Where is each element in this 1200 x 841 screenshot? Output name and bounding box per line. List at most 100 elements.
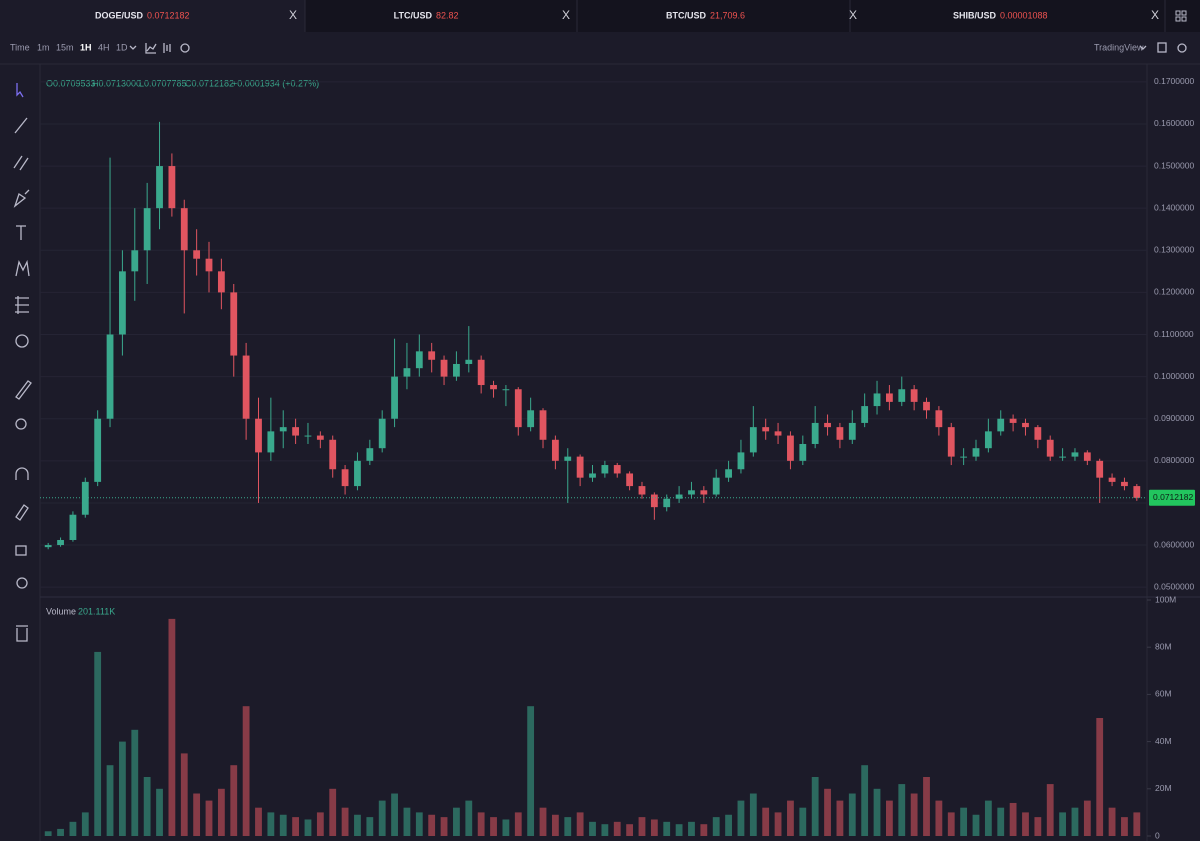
candle-body (168, 166, 176, 209)
tab-close[interactable]: X (289, 8, 297, 22)
volume-bar (650, 819, 658, 836)
candle-body (391, 376, 398, 419)
trendline-tool[interactable] (14, 117, 28, 134)
legend-close: C0.0712182 (185, 78, 234, 88)
indicator-icon[interactable] (145, 43, 157, 54)
volume-bar (180, 753, 188, 836)
volume-bar (57, 828, 64, 836)
interval-button[interactable]: 4H (98, 42, 110, 52)
emoji-tool[interactable] (15, 334, 29, 348)
magnet-tool[interactable] (15, 467, 29, 480)
tab-price: 82.82 (436, 10, 459, 20)
pitchfork-tool[interactable] (13, 155, 29, 171)
lock-tool[interactable] (15, 545, 27, 556)
volume-bar (712, 817, 720, 836)
legend-low: L0.0707785 (139, 78, 187, 88)
candle-body (737, 452, 745, 470)
ruler-tool[interactable] (15, 380, 32, 400)
candle-body (725, 469, 732, 478)
forecast-tool[interactable] (15, 296, 29, 314)
candle-body (316, 435, 324, 440)
volume-bar (341, 807, 349, 836)
volume-bar (1096, 718, 1104, 836)
volume-bar (514, 812, 522, 836)
lock-draw-tool[interactable] (15, 504, 29, 521)
volume-bar (217, 788, 225, 836)
legend-change: +0.0001934 (+0.27%) (232, 78, 319, 88)
candle-body (502, 389, 510, 391)
volume-bar (576, 812, 584, 836)
tab-close[interactable]: X (1151, 8, 1159, 22)
volume-tick-label: 20M (1155, 783, 1172, 793)
candle-body (885, 393, 893, 402)
candle-body (415, 351, 423, 369)
candle-body (551, 439, 559, 461)
settings-icon[interactable] (180, 43, 190, 53)
candle-body (873, 393, 881, 407)
tab-symbol[interactable]: BTC/USD (666, 10, 706, 20)
tab-symbol[interactable]: LTC/USD (394, 10, 433, 20)
y-tick-label: 0.1200000 (1154, 287, 1194, 297)
candle-body (688, 490, 695, 495)
volume-bar (193, 793, 201, 836)
volume-bar (1022, 812, 1029, 836)
interval-button[interactable]: 1m (37, 42, 50, 52)
interval-button[interactable]: 15m (56, 42, 74, 52)
trash-tool[interactable] (16, 625, 28, 642)
y-tick-label: 0.0600000 (1154, 539, 1194, 549)
volume-tick-label: 100M (1155, 594, 1176, 604)
legend-high: H0.0713000 (92, 78, 141, 88)
candle-body (848, 422, 856, 440)
volume-bar (453, 807, 460, 836)
volume-bar (1046, 784, 1054, 836)
y-tick-label: 0.1000000 (1154, 371, 1194, 381)
interval-button[interactable]: 1H (80, 42, 92, 52)
dropdown-caret[interactable] (129, 45, 137, 50)
visibility-tool[interactable] (16, 577, 28, 589)
volume-bar (762, 807, 770, 836)
tab-close[interactable]: X (562, 8, 570, 22)
volume-tick-label: 60M (1155, 689, 1172, 699)
brand-link[interactable]: TradingView (1094, 42, 1144, 52)
candle-body (799, 443, 807, 461)
volume-bar (156, 788, 163, 836)
active-tab[interactable] (0, 0, 305, 32)
volume-bar (960, 807, 968, 836)
zoom-tool[interactable] (15, 418, 27, 430)
volume-bar (143, 777, 151, 836)
candle-body (267, 431, 275, 453)
candle-body (465, 359, 473, 364)
candle-body (836, 427, 844, 440)
candle-body (601, 465, 609, 474)
ohlc-legend: O0.0709533 H0.0713000 L0.0707785 C0.0712… (46, 78, 319, 616)
volume-bar (131, 729, 139, 836)
dropdown-caret[interactable] (1139, 45, 1147, 50)
pattern-tool[interactable] (15, 259, 30, 277)
tab-symbol[interactable]: SHIB/USD (953, 10, 997, 20)
y-tick-label: 0.1400000 (1154, 202, 1194, 212)
volume-bar (255, 807, 262, 836)
chart-type-icon[interactable] (163, 43, 171, 53)
layout-icon[interactable] (1175, 10, 1187, 22)
candle-body (626, 473, 634, 487)
cursor-tool[interactable] (16, 83, 24, 98)
interval-button[interactable]: Time (10, 42, 30, 52)
volume-bar (1034, 817, 1042, 836)
snapshot-icon[interactable] (1157, 42, 1167, 53)
volume-bar (601, 824, 609, 836)
volume-bar (403, 807, 411, 836)
brush-tool[interactable] (13, 189, 30, 208)
legend-open: O0.0709533 (46, 78, 96, 88)
volume-bar (972, 814, 980, 836)
text-tool[interactable] (16, 225, 26, 240)
tab-symbol[interactable]: DOGE/USD (95, 10, 144, 20)
tab-close[interactable]: X (849, 8, 857, 22)
settings-icon[interactable] (1177, 43, 1187, 53)
interval-button[interactable]: 1D (116, 42, 128, 52)
candle-body (341, 469, 349, 487)
candle-body (997, 418, 1005, 432)
candle-body (984, 431, 992, 449)
volume-bar (428, 814, 436, 836)
candle-body (576, 456, 584, 478)
